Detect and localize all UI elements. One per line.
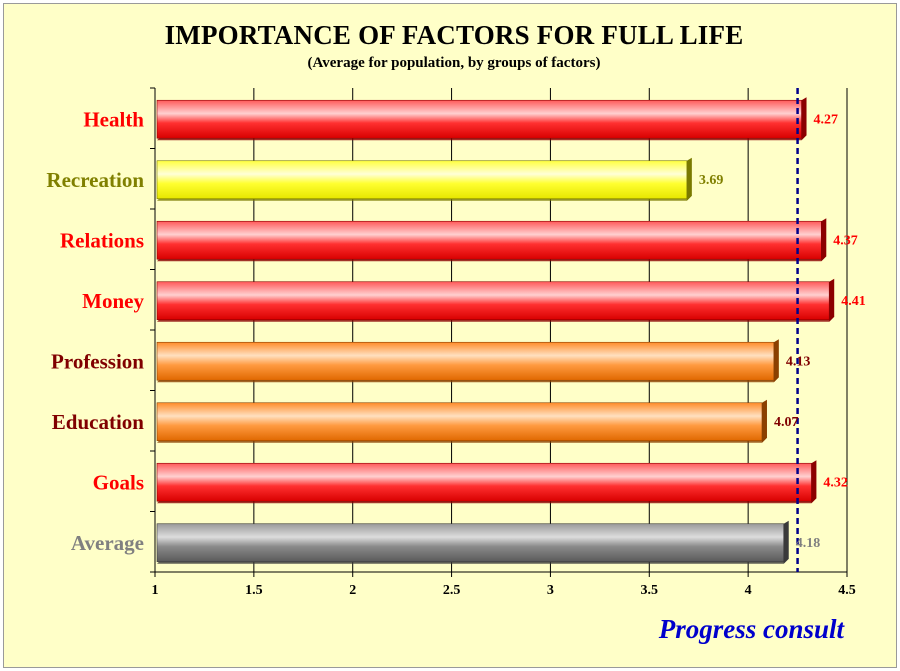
value-label: 4.18	[796, 536, 821, 551]
x-tick-label: 3.5	[641, 583, 659, 598]
x-tick-label: 4	[745, 583, 752, 598]
value-label: 4.37	[833, 233, 858, 248]
category-label: Money	[82, 289, 144, 313]
category-label: Profession	[51, 349, 144, 373]
value-label: 4.41	[841, 294, 866, 309]
value-label: 4.27	[814, 112, 839, 127]
x-tick-label: 1.5	[245, 583, 263, 598]
bar-money	[156, 281, 830, 321]
category-label: Average	[71, 531, 144, 555]
category-label: Recreation	[46, 168, 144, 192]
x-tick-label: 3	[547, 583, 554, 598]
x-tick-label: 1	[152, 583, 159, 598]
value-label: 3.69	[699, 173, 724, 188]
x-tick-label: 4.5	[838, 583, 856, 598]
chart-subtitle: (Average for population, by groups of fa…	[307, 55, 601, 71]
chart-title: IMPORTANCE OF FACTORS FOR FULL LIFE	[164, 20, 744, 50]
bar-side	[761, 399, 767, 443]
bar-side	[773, 339, 779, 383]
bar-side	[811, 460, 817, 504]
value-label: 4.07	[774, 415, 799, 430]
bar-side	[686, 157, 692, 201]
bar-goals	[156, 462, 812, 502]
bar-side	[783, 520, 789, 564]
bar-education	[156, 402, 763, 442]
category-label: Relations	[60, 228, 144, 252]
bar-average	[156, 523, 785, 563]
x-tick-label: 2	[349, 583, 356, 598]
category-label: Education	[52, 410, 145, 434]
bar-relations	[156, 220, 822, 260]
bar-health	[156, 99, 802, 139]
watermark-text: Progress consult	[658, 614, 844, 644]
category-label: Health	[83, 107, 144, 131]
bar-side	[801, 97, 807, 141]
bar-recreation	[156, 160, 688, 200]
value-label: 4.13	[786, 354, 811, 369]
labels: 1 1.5 2 2.5 3 3.5 4 4.5 Health 4.27 Recreation 3.69…	[46, 107, 865, 598]
bars	[156, 97, 835, 564]
bar-side	[821, 218, 827, 262]
category-label: Goals	[93, 470, 144, 494]
bar-side	[829, 278, 835, 322]
value-label: 4.32	[823, 475, 848, 490]
bar-profession	[156, 341, 775, 381]
x-tick-label: 2.5	[443, 583, 461, 598]
